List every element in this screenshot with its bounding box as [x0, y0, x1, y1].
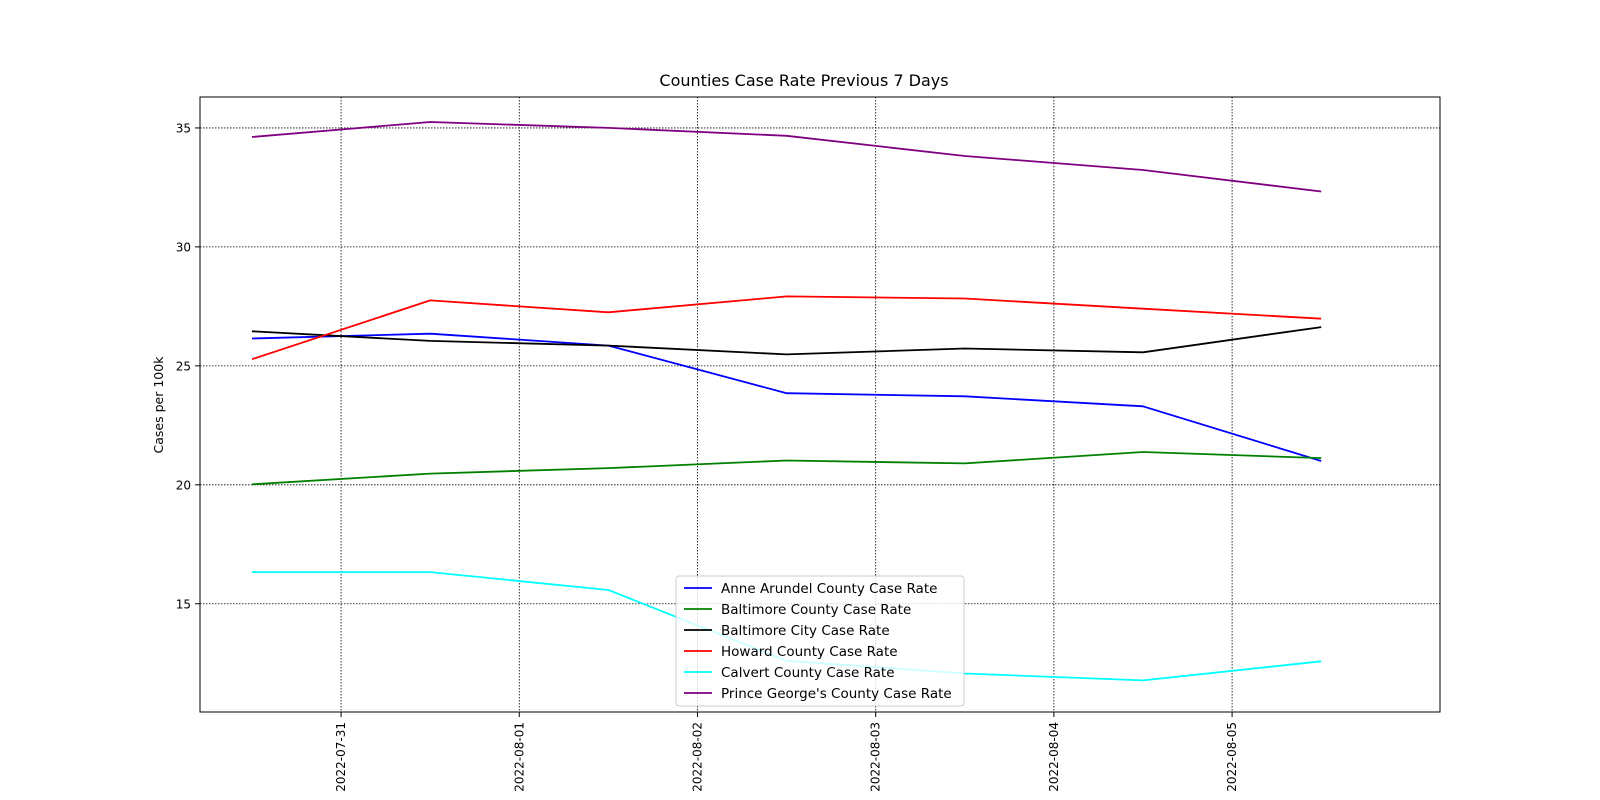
series-line-6 — [251, 121, 1322, 193]
legend: Anne Arundel County Case Rate Baltimore C… — [675, 575, 965, 707]
legend-label-2: Baltimore County Case Rate — [721, 602, 911, 618]
series-line-3 — [251, 326, 1322, 356]
legend-label-4: Howard County Case Rate — [721, 644, 898, 660]
x-tick-label: 2022-08-04 — [1047, 722, 1061, 792]
plot-frame — [199, 96, 1441, 713]
legend-label-1: Anne Arundel County Case Rate — [721, 581, 937, 597]
legend-label-3: Baltimore City Case Rate — [721, 623, 890, 639]
series-line-1 — [251, 332, 1322, 462]
y-tick-label: 30 — [176, 240, 191, 254]
legend-label-6: Prince George's County Case Rate — [721, 686, 952, 702]
y-tick-label: 25 — [176, 359, 191, 373]
x-tick-label: 2022-08-02 — [690, 722, 704, 792]
x-tick-label: 2022-07-31 — [334, 722, 348, 792]
y-tick-label: 15 — [176, 597, 191, 611]
y-tick-label: 35 — [176, 121, 191, 135]
x-tick-label: 2022-08-01 — [512, 722, 526, 792]
y-tick-label: 20 — [176, 478, 191, 492]
series-line-2 — [251, 451, 1322, 486]
x-tick-label: 2022-08-03 — [869, 722, 883, 792]
legend-box — [675, 575, 965, 707]
legend-label-5: Calvert County Case Rate — [721, 665, 895, 681]
series-line-4 — [251, 295, 1322, 361]
y-axis-label: Cases per 100k — [151, 356, 166, 454]
chart-title: Counties Case Rate Previous 7 Days — [659, 71, 948, 90]
grid-layer — [200, 97, 1440, 712]
x-tick-label: 2022-08-05 — [1225, 722, 1239, 792]
ticks-layer: 2022-07-31 2022-08-01 2022-08-02 2022-08-03… — [176, 121, 1239, 791]
